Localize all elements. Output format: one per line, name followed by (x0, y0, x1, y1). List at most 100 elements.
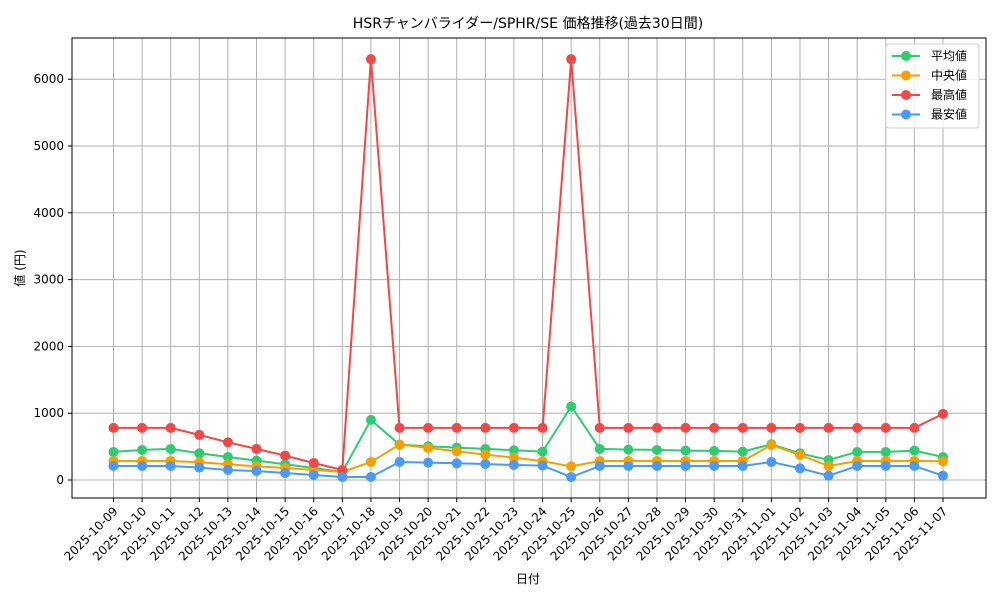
data-point (737, 422, 748, 433)
data-point (222, 451, 233, 462)
y-axis-label: 値 (円) (12, 249, 27, 286)
data-point (508, 459, 519, 470)
data-point (594, 443, 605, 454)
legend-marker-icon (901, 109, 911, 120)
data-point (194, 429, 205, 440)
legend-item: 最安値 (892, 107, 967, 122)
data-point (194, 462, 205, 473)
data-point (194, 448, 205, 459)
data-point (709, 460, 720, 471)
data-point (766, 439, 777, 450)
y-axis: 0 1000 2000 3000 4000 5000 6000 (33, 72, 72, 487)
data-point (222, 437, 233, 448)
data-point (794, 422, 805, 433)
data-point (394, 422, 405, 433)
chart-title: HSRチャンバライダー/SPHR/SE 価格推移(過去30日間) (353, 16, 703, 32)
series-2 (108, 54, 948, 475)
data-point (451, 458, 462, 469)
data-point (337, 464, 348, 475)
legend-marker-icon (901, 90, 911, 100)
grid-lines (72, 38, 986, 498)
legend-marker-icon (901, 51, 911, 61)
legend-box (885, 43, 980, 129)
data-point (623, 422, 634, 433)
data-point (423, 422, 434, 433)
data-point (823, 422, 834, 433)
data-point (737, 446, 748, 457)
data-point (251, 443, 262, 454)
data-point (537, 422, 548, 433)
x-axis-label: 日付 (516, 572, 540, 586)
data-point (308, 469, 319, 480)
data-point (251, 465, 262, 476)
y-tick-label: 3000 (33, 273, 64, 287)
data-point (566, 401, 577, 412)
y-tick-label: 2000 (33, 339, 64, 353)
data-point (137, 460, 148, 471)
data-point (737, 460, 748, 471)
data-point (852, 422, 863, 433)
data-point (880, 446, 891, 457)
data-point (537, 446, 548, 457)
y-tick-label: 5000 (33, 139, 64, 153)
data-point (852, 460, 863, 471)
data-point (909, 445, 920, 456)
data-point (137, 422, 148, 433)
data-point (508, 452, 519, 463)
data-point (480, 449, 491, 460)
data-point (394, 439, 405, 450)
data-point (938, 456, 948, 467)
series-3 (108, 456, 948, 482)
data-point (165, 443, 176, 454)
data-point (566, 54, 577, 65)
data-point (508, 445, 519, 456)
legend-label: 最高値 (931, 87, 967, 102)
plot-area-frame (71, 37, 987, 499)
data-point (880, 460, 891, 471)
y-tick-label: 1000 (33, 406, 64, 420)
data-point (566, 471, 577, 482)
data-point (594, 422, 605, 433)
data-point (451, 422, 462, 433)
data-point (938, 408, 948, 419)
data-point (222, 464, 233, 475)
y-tick-label: 0 (56, 473, 64, 487)
series-lines (108, 54, 948, 482)
data-point (337, 471, 348, 482)
data-point (480, 422, 491, 433)
data-point (108, 460, 119, 471)
data-point (766, 456, 777, 467)
series-line (113, 59, 944, 472)
data-point (823, 470, 834, 481)
data-point (852, 446, 863, 457)
legend-marker-icon (901, 70, 911, 81)
legend-item: 中央値 (892, 68, 967, 83)
data-point (651, 422, 662, 433)
data-point (365, 456, 376, 467)
data-point (137, 444, 148, 455)
data-point (651, 444, 662, 455)
data-point (623, 444, 634, 455)
data-point (909, 460, 920, 471)
data-point (766, 422, 777, 433)
data-point (480, 458, 491, 469)
data-point (680, 445, 691, 456)
data-point (709, 422, 720, 433)
data-point (365, 54, 376, 65)
data-point (651, 460, 662, 471)
data-point (909, 422, 920, 433)
data-point (938, 470, 948, 481)
data-point (623, 460, 634, 471)
data-point (108, 422, 119, 433)
legend-label: 最安値 (931, 107, 967, 122)
y-tick-label: 4000 (33, 206, 64, 220)
data-point (165, 460, 176, 471)
legend-item: 最高値 (892, 87, 967, 102)
data-point (165, 422, 176, 433)
data-point (365, 471, 376, 482)
data-point (880, 422, 891, 433)
data-point (423, 457, 434, 468)
legend-label: 中央値 (931, 68, 967, 83)
